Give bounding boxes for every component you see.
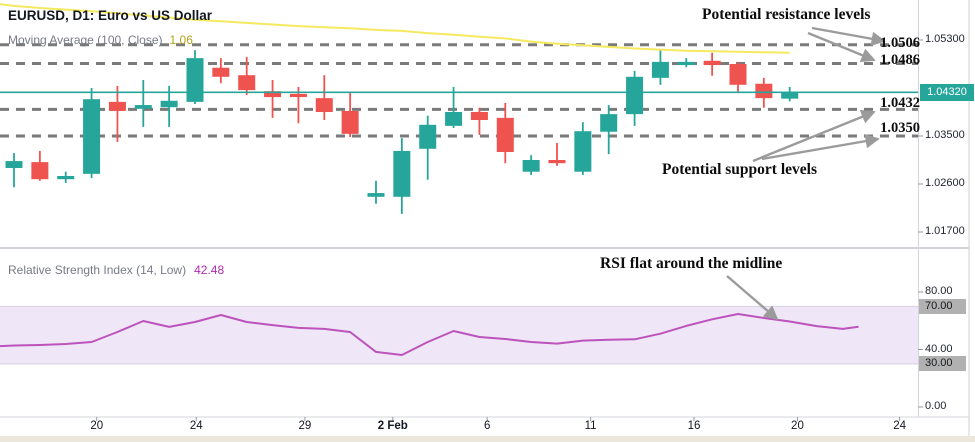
- time-axis-label: 24: [189, 420, 203, 432]
- rsi-axis-label: 80.00: [925, 285, 953, 297]
- price-axis-label: 1.03500: [925, 128, 965, 141]
- annotation-arrows: [726, 26, 886, 321]
- rsi-legend-label: Relative Strength Index (14, Low): [8, 263, 187, 277]
- level-price-label[interactable]: 1.0432: [880, 95, 920, 111]
- rsi-legend[interactable]: Relative Strength Index (14, Low) 42.48: [8, 263, 224, 277]
- time-axis[interactable]: 20 24 29 2 Feb 6 11 16 20 24: [0, 417, 969, 436]
- rsi-axis-label: 0.00: [925, 400, 947, 412]
- rsi-legend-value: 42.48: [194, 263, 225, 277]
- price-axis-label: 1.02600: [925, 176, 965, 189]
- resistance-annotation[interactable]: Potential resistance levels: [702, 6, 871, 23]
- last-price-badge: 1.04320: [920, 84, 974, 101]
- price-axis-label: 1.01700: [925, 224, 965, 237]
- time-axis-label: 16: [687, 420, 701, 432]
- rsi-annotation[interactable]: RSI flat around the midline: [600, 255, 783, 272]
- time-axis-label: 20: [90, 420, 104, 432]
- time-axis-label: 20: [791, 420, 804, 432]
- level-price-label[interactable]: 1.0506: [880, 35, 920, 51]
- rsi-axis-label: 40.00: [925, 342, 953, 355]
- rsi-axis-badge: 30.00: [919, 356, 966, 372]
- support-annotation[interactable]: Potential support levels: [662, 161, 817, 178]
- price-axis-label: 1.05300: [925, 33, 965, 45]
- symbol-title[interactable]: EURUSD, D1: Euro vs US Dollar: [8, 8, 213, 23]
- level-price-label[interactable]: 1.0350: [880, 120, 920, 136]
- window-edge-strip: [0, 436, 975, 442]
- time-axis-label: 24: [893, 420, 906, 432]
- level-price-label[interactable]: 1.0486: [880, 52, 920, 68]
- time-axis-label: 29: [298, 420, 312, 432]
- time-axis-label: 11: [584, 420, 597, 432]
- price-axis[interactable]: 1.04320 1.05300 1.03500 1.02600 1.01700 80.0…: [918, 0, 975, 417]
- rsi-axis-badge: 70.00: [919, 298, 966, 314]
- ma-legend-label: Moving Average (100, Close): [8, 33, 163, 47]
- ma-legend-value: 1.06: [169, 33, 193, 47]
- time-axis-label: 6: [483, 420, 491, 432]
- ma-legend[interactable]: Moving Average (100, Close) 1.06: [8, 33, 193, 47]
- time-axis-label: 2 Feb: [377, 420, 408, 432]
